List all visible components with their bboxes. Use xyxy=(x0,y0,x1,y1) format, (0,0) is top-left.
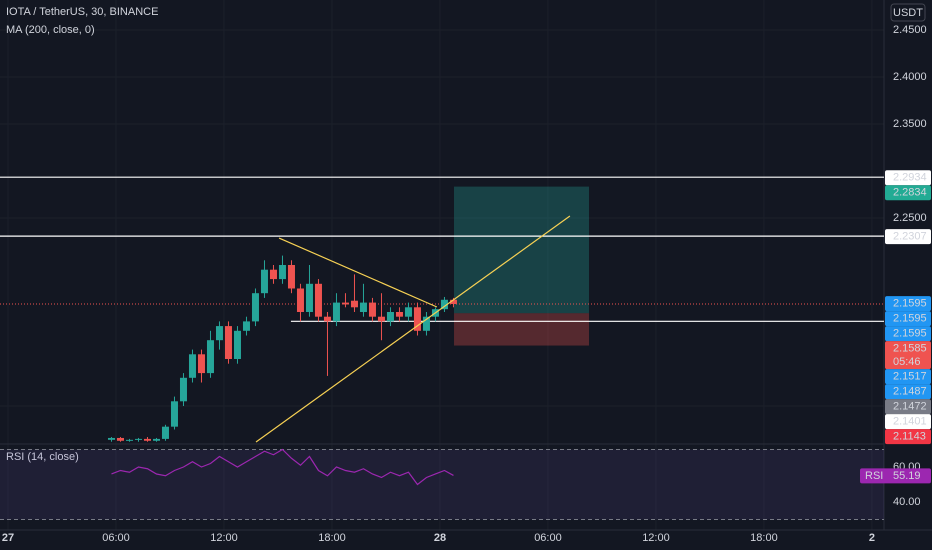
y-tick-label: 2.2500 xyxy=(893,212,927,224)
candle-body xyxy=(116,437,124,441)
price-label-box xyxy=(885,341,931,370)
x-tick-label: 2 xyxy=(869,532,875,544)
candle-body xyxy=(341,302,349,305)
price-label: 2.1595 xyxy=(893,312,927,324)
x-tick-label: 28 xyxy=(434,532,446,544)
candle-body xyxy=(197,354,205,374)
price-label: 2.1143 xyxy=(893,430,926,442)
candle-body xyxy=(305,283,313,312)
indicator-label: MA (200, close, 0) xyxy=(6,24,95,36)
price-label-box xyxy=(885,185,931,201)
price-label-box xyxy=(885,414,931,430)
x-tick-label: 06:00 xyxy=(102,532,130,544)
candle-body xyxy=(269,269,277,280)
price-label-box xyxy=(885,229,931,245)
rsi-title: RSI (14, close) xyxy=(6,451,79,463)
stop-zone xyxy=(454,313,589,346)
candle-body xyxy=(143,438,151,441)
price-label-box xyxy=(885,384,931,400)
price-label-box xyxy=(885,369,931,385)
currency: USDT xyxy=(893,7,923,19)
candle-body xyxy=(251,293,259,322)
candle-body xyxy=(242,321,250,331)
countdown: 05:46 xyxy=(893,356,921,368)
x-tick-label: 18:00 xyxy=(318,532,346,544)
candle-body xyxy=(206,340,214,374)
price-label-box xyxy=(885,170,931,186)
candle-body xyxy=(107,437,115,440)
candle-body xyxy=(125,439,133,441)
price-label: 2.2934 xyxy=(893,172,927,184)
candle-body xyxy=(332,302,340,322)
price-label-box xyxy=(885,429,931,445)
candle-body xyxy=(413,307,421,331)
price-label: 2.1585 xyxy=(893,342,927,354)
rsi-band xyxy=(0,449,884,520)
candle-body xyxy=(449,299,457,305)
candle-body xyxy=(188,354,196,378)
candle-body xyxy=(395,311,403,317)
trend-line xyxy=(278,237,438,308)
currency-box[interactable] xyxy=(890,3,926,22)
price-label: 2.1401 xyxy=(893,415,927,427)
y-tick-label: 2.4500 xyxy=(893,24,927,36)
candle-body xyxy=(404,307,412,317)
candle-body xyxy=(134,438,142,440)
price-label-box xyxy=(885,326,931,342)
candle-body xyxy=(152,438,160,441)
price-label: 2.2834 xyxy=(893,187,927,199)
x-tick-label: 12:00 xyxy=(210,532,238,544)
candle-body xyxy=(296,288,304,312)
candle-body xyxy=(215,326,223,341)
candle-body xyxy=(233,330,241,359)
candle-body xyxy=(161,426,169,439)
x-tick-label: 18:00 xyxy=(750,532,778,544)
rsi-value: 55.19 xyxy=(893,470,921,482)
candle-body xyxy=(359,302,367,312)
x-tick-label: 12:00 xyxy=(642,532,670,544)
price-label-box xyxy=(885,399,931,415)
candle-body xyxy=(422,316,430,331)
candle-body xyxy=(386,311,394,322)
target-zone xyxy=(454,186,589,314)
candle-body xyxy=(323,316,331,322)
candle-body xyxy=(377,316,385,322)
candle-body xyxy=(260,269,268,294)
candle-body xyxy=(314,283,322,317)
price-label: 2.2307 xyxy=(893,231,927,243)
y-tick-label: 2.4000 xyxy=(893,71,927,83)
candle-body xyxy=(170,401,178,427)
price-label: 2.1595 xyxy=(893,297,927,309)
rsi-tick-label: 40.00 xyxy=(893,496,921,508)
y-tick-label: 2.3500 xyxy=(893,118,927,130)
candle-body xyxy=(287,264,295,289)
candle-body xyxy=(350,300,358,308)
price-label: 2.1517 xyxy=(893,370,927,382)
price-label: 2.1472 xyxy=(893,400,927,412)
price-label: 2.1595 xyxy=(893,327,927,339)
candle-body xyxy=(179,377,187,402)
candle-body xyxy=(440,299,448,310)
candle-body xyxy=(278,264,286,280)
trend-line xyxy=(255,215,571,443)
x-tick-label: 27 xyxy=(2,532,14,544)
candle-body xyxy=(368,302,376,317)
price-label-box xyxy=(885,311,931,327)
rsi-name: RSI xyxy=(865,470,883,482)
symbol-title: IOTA / TetherUS, 30, BINANCE xyxy=(6,6,158,18)
price-label-box xyxy=(885,296,931,312)
rsi-label-box xyxy=(860,468,931,484)
candle-body xyxy=(224,326,232,359)
rsi-line xyxy=(111,448,454,486)
x-tick-label: 06:00 xyxy=(534,532,562,544)
price-label: 2.1487 xyxy=(893,385,927,397)
